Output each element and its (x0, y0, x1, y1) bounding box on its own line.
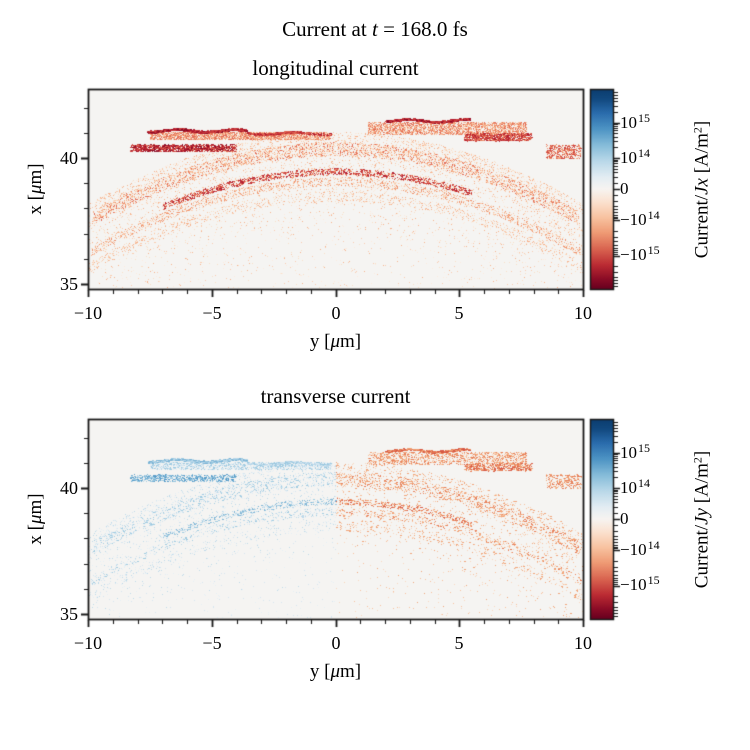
plot1-x-axis-label: y [μm] (309, 331, 362, 352)
colorbar1-tick-label: 1014 (620, 146, 650, 167)
colorbar1-tick-label: −1015 (620, 243, 660, 264)
plot1-x-tick-label: 5 (454, 303, 464, 323)
plot2-y-tick-label: 40 (60, 478, 78, 498)
colorbar2-tick-label: 0 (620, 509, 629, 528)
plot2-x-axis-label: y [μm] (309, 661, 362, 682)
colorbar2-tick-label: 1015 (620, 441, 650, 462)
plot2-x-tick-label: −5 (202, 633, 222, 653)
plot1-y-axis-label: x [μm] (25, 163, 46, 215)
figure-title-suffix: = 168.0 fs (377, 17, 468, 41)
plot1-x-tick-label: −5 (202, 303, 222, 323)
plot1-x-tick-label: 10 (574, 303, 592, 323)
plot2-x-tick-label: 5 (454, 633, 464, 653)
plot2-y-tick-label: 35 (60, 604, 78, 624)
plot2-x-tick-label: 10 (574, 633, 592, 653)
colorbar2-tick-label: −1014 (620, 538, 660, 559)
colorbar2-tick-label: −1015 (620, 573, 660, 594)
figure-title-prefix: Current at (282, 17, 372, 41)
plot1-y-tick-label: 35 (60, 274, 78, 294)
plot2-x-tick-label: −10 (73, 633, 103, 653)
plot1-x-tick-label: −10 (73, 303, 103, 323)
colorbar2-label: Current/Jy [A/m2] (690, 450, 713, 589)
colorbar1-tick-label: −1014 (620, 208, 660, 229)
colorbar1-tick-label: 1015 (620, 111, 650, 132)
plot1-x-tick-label: 0 (331, 303, 341, 323)
plot2-y-axis-label: x [μm] (25, 493, 46, 545)
colorbar1-tick-label: 0 (620, 179, 629, 198)
plot2-title: transverse current (260, 384, 411, 408)
colorbar1-label: Current/Jx [A/m2] (690, 120, 713, 259)
plot1-y-tick-label: 40 (60, 148, 78, 168)
figure-title-variable: t (371, 17, 378, 41)
plot1-title: longitudinal current (252, 56, 419, 80)
plot2-x-tick-label: 0 (331, 633, 341, 653)
colorbar2-tick-label: 1014 (620, 476, 650, 497)
figure-title: Current at t = 168.0 fs (0, 16, 750, 42)
